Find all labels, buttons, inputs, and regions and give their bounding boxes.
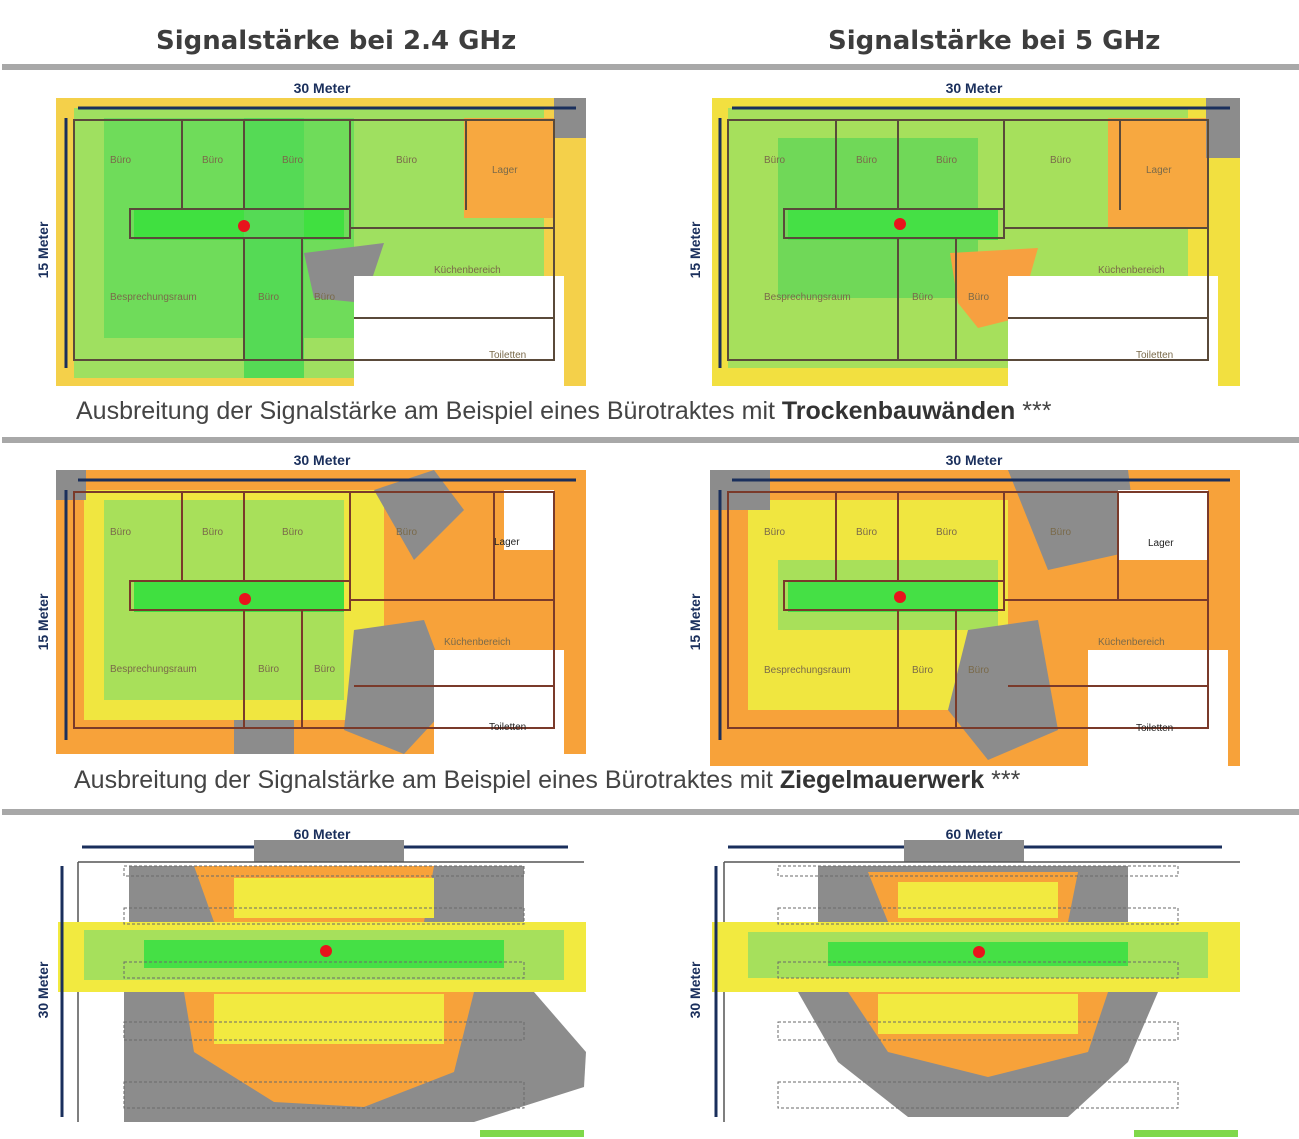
- access-point-marker: [320, 945, 332, 957]
- room-label: Büro: [764, 527, 786, 538]
- room-label: Lager: [1146, 165, 1172, 176]
- map-drywall-2-4ghz: 30 Meter 15 Meter Büro Büro Büro Büro La…: [34, 78, 594, 390]
- room-label: Besprechungsraum: [764, 665, 851, 676]
- caption-drywall: Ausbreitung der Signalstärke am Beispiel…: [76, 397, 1051, 426]
- caption-brick: Ausbreitung der Signalstärke am Beispiel…: [74, 766, 1020, 795]
- room-label: Küchenbereich: [1098, 637, 1165, 648]
- room-label: Büro: [202, 527, 224, 538]
- height-label: 15 Meter: [35, 593, 51, 650]
- room-label: Büro: [856, 527, 878, 538]
- map-brick-5ghz: 30 Meter 15 Meter Büro Büro Büro Büro La…: [688, 450, 1248, 770]
- room-label: Büro: [202, 155, 224, 166]
- width-label: 60 Meter: [294, 826, 351, 842]
- map-brick-2-4ghz: 30 Meter 15 Meter Büro Büro Büro Büro: [34, 450, 594, 760]
- room-label: Büro: [1050, 155, 1072, 166]
- room-label: Büro: [314, 292, 336, 303]
- room-label: Büro: [396, 527, 418, 538]
- room-label: Büro: [936, 155, 958, 166]
- map-drywall-5ghz: 30 Meter 15 Meter Büro Büro Büro Büro La…: [688, 78, 1248, 390]
- room-label: Büro: [912, 292, 934, 303]
- caption-material: Ziegelmauerwerk: [779, 766, 985, 794]
- room-label: Küchenbereich: [444, 637, 511, 648]
- room-label: Büro: [314, 664, 336, 675]
- room-label: Toiletten: [1136, 723, 1173, 734]
- map-large-floor-5ghz: 60 Meter 30 Meter: [688, 822, 1248, 1137]
- room-label: Büro: [258, 292, 280, 303]
- heading-2-4-ghz: Signalstärke bei 2.4 GHz: [156, 26, 517, 56]
- access-point-marker: [238, 220, 250, 232]
- room-label: Büro: [856, 155, 878, 166]
- height-label: 30 Meter: [35, 961, 51, 1018]
- room-label: Büro: [968, 665, 990, 676]
- room-label: Büro: [110, 527, 132, 538]
- map-large-floor-2-4ghz: 60 Meter 30 Meter: [34, 822, 594, 1137]
- room-label: Küchenbereich: [434, 265, 501, 276]
- width-label: 30 Meter: [294, 452, 351, 468]
- room-label: Büro: [396, 155, 418, 166]
- separator-top: [2, 64, 1299, 70]
- caption-material: Trockenbauwänden: [781, 397, 1016, 425]
- height-label: 15 Meter: [688, 221, 703, 278]
- caption-suffix: ***: [1015, 397, 1052, 425]
- room-label: Toiletten: [489, 350, 526, 361]
- width-label: 30 Meter: [294, 80, 351, 96]
- separator-bottom: [2, 809, 1299, 815]
- room-label: Besprechungsraum: [110, 664, 197, 675]
- height-label: 15 Meter: [688, 593, 703, 650]
- room-label: Büro: [258, 664, 280, 675]
- width-label: 60 Meter: [946, 826, 1003, 842]
- signal-legend-bar: [480, 1130, 584, 1137]
- access-point-marker: [973, 946, 985, 958]
- room-label: Büro: [936, 527, 958, 538]
- room-label: Büro: [912, 665, 934, 676]
- access-point-marker: [894, 218, 906, 230]
- room-label: Lager: [1148, 538, 1174, 549]
- room-label: Besprechungsraum: [764, 292, 851, 303]
- access-point-marker: [239, 593, 251, 605]
- room-label: Büro: [764, 155, 786, 166]
- room-label: Büro: [1050, 527, 1072, 538]
- room-label: Toiletten: [1136, 350, 1173, 361]
- caption-text: Ausbreitung der Signalstärke am Beispiel…: [76, 397, 782, 425]
- caption-suffix: ***: [984, 766, 1021, 794]
- width-label: 30 Meter: [946, 452, 1003, 468]
- height-label: 30 Meter: [688, 961, 703, 1018]
- room-label: Büro: [282, 527, 304, 538]
- signal-legend-bar: [1134, 1130, 1238, 1137]
- room-label: Küchenbereich: [1098, 265, 1165, 276]
- heading-5-ghz: Signalstärke bei 5 GHz: [828, 26, 1161, 56]
- width-label: 30 Meter: [946, 80, 1003, 96]
- room-label: Lager: [494, 537, 520, 548]
- room-label: Büro: [110, 155, 132, 166]
- caption-text: Ausbreitung der Signalstärke am Beispiel…: [74, 766, 780, 794]
- room-label: Lager: [492, 165, 518, 176]
- room-label: Büro: [968, 292, 990, 303]
- height-label: 15 Meter: [35, 221, 51, 278]
- separator-middle: [2, 437, 1299, 443]
- access-point-marker: [894, 591, 906, 603]
- room-label: Büro: [282, 155, 304, 166]
- room-label: Besprechungsraum: [110, 292, 197, 303]
- room-label: Toiletten: [489, 722, 526, 733]
